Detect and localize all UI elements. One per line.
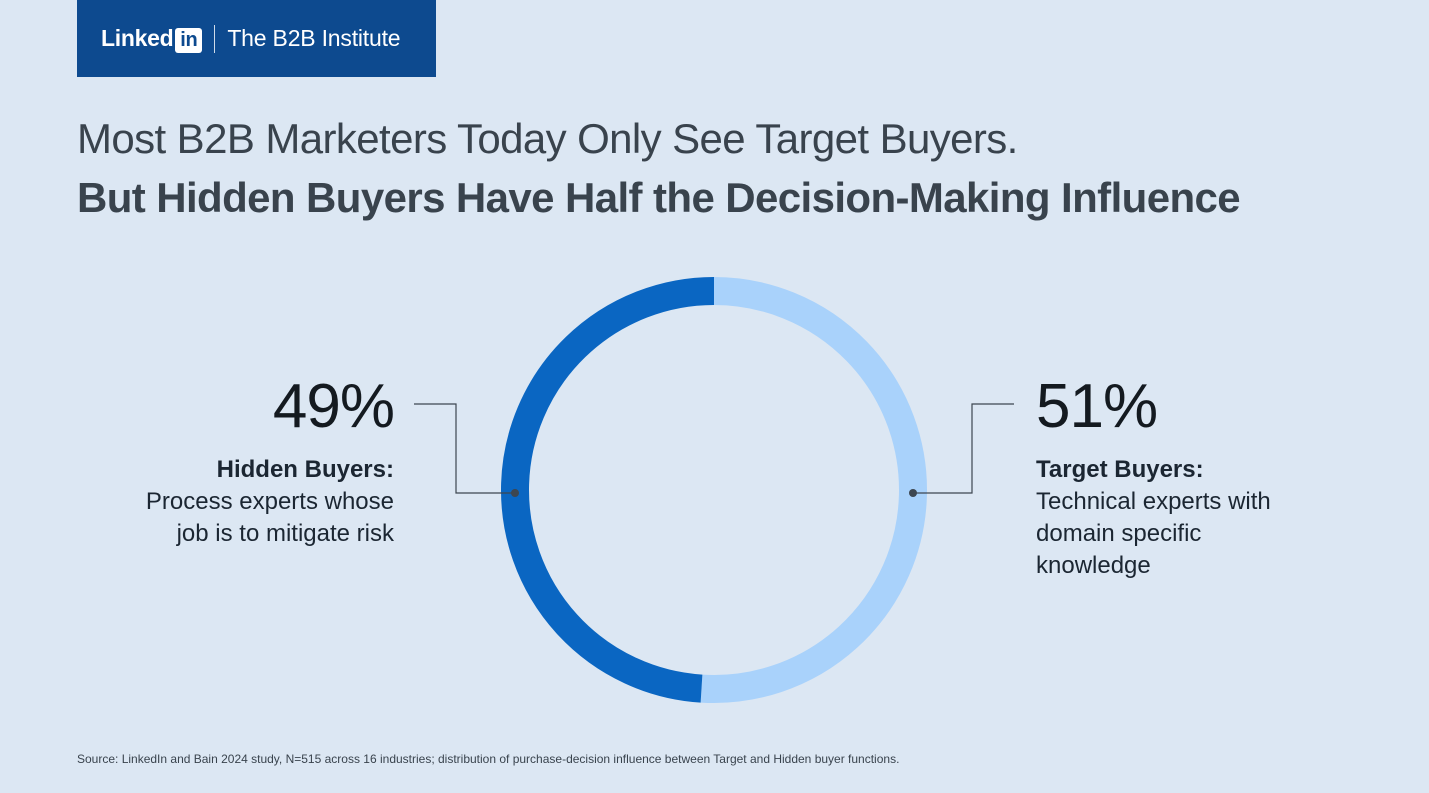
hidden-buyers-percent: 49% (272, 372, 395, 441)
left-leader-line (414, 403, 515, 494)
target-buyers-name: Target Buyers: (1036, 456, 1204, 483)
linkedin-logo-icon: Linked in (101, 24, 203, 53)
donut-slice-target-buyers (700, 277, 927, 703)
logo-word: Linked (101, 24, 174, 51)
brand-divider (214, 24, 216, 53)
right-leader-dot (909, 489, 917, 497)
hidden-buyers-description: Process experts whose job is to mitigate… (145, 488, 394, 547)
hidden-buyers-label: Hidden Buyers: Process experts whose job… (134, 454, 394, 550)
page-title-line-2: But Hidden Buyers Have Half the Decision… (77, 174, 1241, 221)
hidden-buyers-name: Hidden Buyers: (216, 456, 394, 483)
donut-slice-hidden-buyers (501, 277, 715, 703)
left-leader-dot (511, 489, 519, 497)
brand-subtitle: The B2B Institute (227, 25, 401, 51)
target-buyers-label: Target Buyers: Technical experts with do… (1036, 454, 1296, 582)
target-buyers-percent: 51% (1036, 372, 1158, 441)
logo-in-badge: in (175, 27, 203, 53)
target-buyers-description: Technical experts with domain specific k… (1036, 488, 1271, 579)
page-title-line-1: Most B2B Marketers Today Only See Target… (77, 115, 1018, 162)
source-note: Source: LinkedIn and Bain 2024 study, N=… (77, 752, 900, 766)
brand-header: Linked in The B2B Institute (77, 0, 436, 77)
right-leader-line (913, 403, 1014, 494)
